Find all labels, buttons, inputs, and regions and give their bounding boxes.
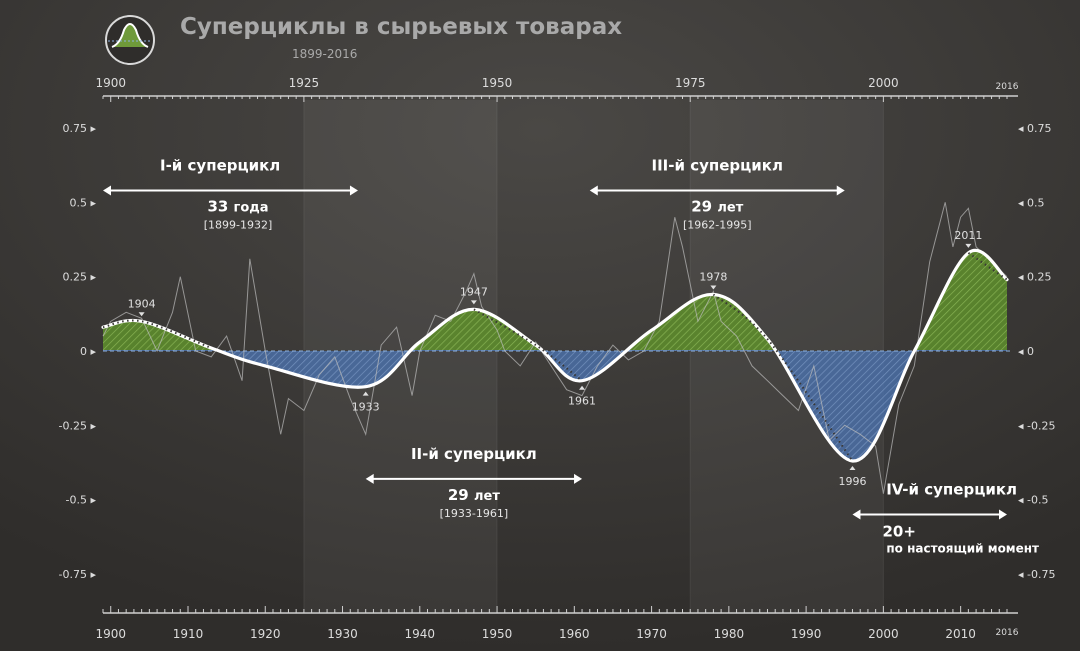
y-axis-label-right: ◂ 0 bbox=[1018, 345, 1034, 358]
supercycle-annotation: III-й суперцикл 29 лет [1962-1995] bbox=[589, 156, 845, 231]
bottom-axis-label: 1950 bbox=[482, 627, 513, 641]
top-axis-label: 1925 bbox=[289, 76, 320, 90]
supercycle-name: I-й суперцикл bbox=[160, 156, 280, 174]
point-marker bbox=[965, 243, 972, 248]
span-arrow-right-icon bbox=[574, 473, 583, 484]
y-axis-label-right: ◂ 0.5 bbox=[1018, 196, 1045, 209]
point-label: 2011 bbox=[954, 229, 982, 242]
top-axis-label: 1900 bbox=[95, 76, 126, 90]
top-axis-label: 1950 bbox=[482, 76, 513, 90]
bottom-axis-label: 1910 bbox=[173, 627, 204, 641]
bottom-axis-label: 1900 bbox=[95, 627, 126, 641]
supercycle-name: III-й суперцикл bbox=[652, 156, 783, 174]
span-arrow-left-icon bbox=[103, 185, 111, 196]
negative-area bbox=[103, 350, 1007, 462]
bottom-axis-label: 2000 bbox=[868, 627, 899, 641]
page-title: Суперциклы в сырьевых товарах bbox=[180, 14, 622, 40]
bottom-axis-label: 1960 bbox=[559, 627, 590, 641]
header: Суперциклы в сырьевых товарах 1899-2016 bbox=[105, 14, 622, 65]
point-marker bbox=[470, 300, 477, 305]
top-axis-label: 1975 bbox=[675, 76, 706, 90]
y-axis-label-left: -0.5 ▸ bbox=[66, 494, 97, 507]
point-label: 1904 bbox=[128, 297, 156, 310]
trend-line bbox=[101, 248, 1009, 463]
supercycle-duration: 33 года bbox=[207, 197, 268, 215]
period-subtitle: 1899-2016 bbox=[292, 47, 357, 61]
plot-area: 1904 1933 1947 1961 1978 1996 2011 bbox=[101, 202, 1011, 494]
supercycle-annotation: I-й суперцикл 33 года [1899-1932] bbox=[103, 156, 358, 231]
y-axis-label-right: ◂ -0.5 bbox=[1018, 494, 1048, 507]
span-arrow-left-icon bbox=[852, 509, 861, 520]
point-label: 1978 bbox=[699, 271, 727, 284]
supercycle-range: по настоящий момент bbox=[886, 542, 1039, 556]
bottom-axis-label: 2010 bbox=[945, 627, 976, 641]
supercycle-logo-icon bbox=[105, 15, 155, 65]
y-axis-label-left: 0.25 ▸ bbox=[62, 271, 96, 284]
y-axis-label-left: -0.25 ▸ bbox=[59, 419, 97, 432]
bottom-axis-label: 1930 bbox=[327, 627, 358, 641]
supercycle-name: II-й суперцикл bbox=[411, 445, 537, 463]
span-arrow-left-icon bbox=[365, 473, 374, 484]
axes: 1900 1925 1950 1975 2000 2016 1900 1910 1920 1930… bbox=[59, 76, 1056, 641]
raw-series-line bbox=[102, 202, 1008, 494]
bottom-axis-label: 2016 bbox=[996, 628, 1019, 638]
span-arrow-right-icon bbox=[836, 185, 845, 196]
bottom-axis-label: 1990 bbox=[791, 627, 822, 641]
top-axis-label: 2016 bbox=[996, 82, 1019, 92]
top-axis-label: 2000 bbox=[868, 76, 899, 90]
supercycle-annotations: I-й суперцикл 33 года [1899-1932] II-й супе… bbox=[103, 156, 1039, 556]
point-marker bbox=[579, 385, 586, 390]
span-arrow-right-icon bbox=[999, 509, 1007, 520]
span-arrow-left-icon bbox=[589, 185, 598, 196]
point-label: 1961 bbox=[568, 395, 596, 408]
y-axis-label-left: 0 ▸ bbox=[80, 345, 96, 358]
supercycle-duration: 29 лет bbox=[448, 486, 500, 504]
bottom-axis-label: 1940 bbox=[405, 627, 436, 641]
point-label: 1933 bbox=[352, 401, 380, 414]
bottom-axis-label: 1970 bbox=[636, 627, 667, 641]
point-label: 1947 bbox=[460, 285, 488, 298]
span-arrow-right-icon bbox=[349, 185, 358, 196]
y-axis-label-left: 0.5 ▸ bbox=[69, 196, 96, 209]
y-axis-label-right: ◂ 0.75 bbox=[1018, 122, 1052, 135]
point-marker bbox=[138, 312, 145, 317]
bottom-axis-label: 1920 bbox=[250, 627, 281, 641]
point-marker bbox=[710, 285, 717, 290]
supercycle-range: [1962-1995] bbox=[683, 218, 752, 231]
bottom-axis-label: 1980 bbox=[714, 627, 745, 641]
point-marker bbox=[362, 391, 369, 396]
trend-dotted-segment bbox=[473, 308, 583, 382]
point-label: 1996 bbox=[838, 475, 866, 488]
supercycle-range: [1933-1961] bbox=[440, 507, 509, 520]
y-axis-label-right: ◂ -0.75 bbox=[1018, 568, 1055, 581]
supercycle-annotation: II-й суперцикл 29 лет [1933-1961] bbox=[365, 445, 583, 520]
y-axis-label-left: 0.75 ▸ bbox=[62, 122, 96, 135]
supercycle-duration: 20+ bbox=[882, 523, 915, 541]
supercycle-duration: 29 лет bbox=[691, 197, 743, 215]
y-axis-label-right: ◂ 0.25 bbox=[1018, 271, 1052, 284]
supercycle-annotation: IV-й суперцикл 20+по настоящий момент bbox=[852, 481, 1039, 556]
y-axis-label-left: -0.75 ▸ bbox=[59, 568, 97, 581]
y-axis-label-right: ◂ -0.25 bbox=[1018, 419, 1055, 432]
supercycle-name: IV-й суперцикл bbox=[886, 481, 1017, 499]
supercycle-range: [1899-1932] bbox=[204, 218, 273, 231]
point-marker bbox=[849, 466, 856, 471]
